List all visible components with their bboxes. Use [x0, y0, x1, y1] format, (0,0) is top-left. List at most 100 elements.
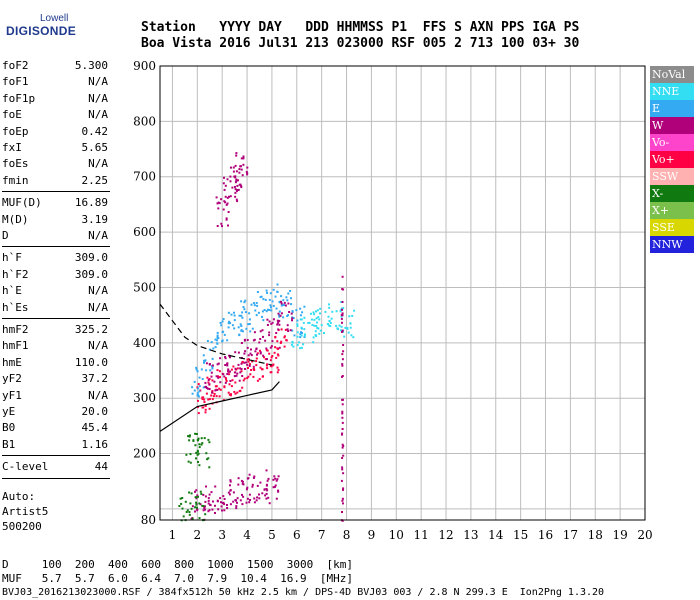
echo-point — [339, 309, 342, 312]
echo-point — [273, 475, 276, 478]
echo-point — [195, 433, 198, 435]
echo-point — [218, 387, 221, 390]
echo-point — [266, 367, 269, 370]
echo-point — [256, 484, 259, 487]
param-label: foEs — [2, 157, 29, 171]
echo-point — [249, 352, 252, 355]
echo-point — [211, 379, 214, 382]
echo-point — [227, 322, 230, 325]
echo-point — [275, 356, 278, 359]
echo-point — [256, 379, 259, 382]
logo-lowell: Lowell — [40, 13, 69, 24]
echo-point — [197, 395, 200, 398]
echo-point — [238, 333, 241, 336]
echo-point — [201, 396, 204, 399]
echo-point — [228, 354, 231, 357]
echo-point — [280, 328, 283, 331]
echo-point — [204, 495, 207, 498]
echo-point — [229, 479, 232, 482]
echo-point — [202, 509, 205, 512]
echo-point — [188, 439, 191, 442]
echo-point — [237, 363, 240, 366]
echo-point — [244, 350, 247, 353]
echo-point — [249, 499, 251, 501]
param-label: MUF(D) — [2, 196, 42, 210]
echo-point — [282, 316, 285, 319]
echo-point — [237, 351, 240, 354]
param-value: N/A — [88, 157, 108, 171]
echo-point — [234, 371, 237, 374]
echo-point — [238, 168, 241, 171]
x-tick-label: 12 — [438, 528, 453, 542]
echo-point — [194, 432, 197, 435]
echo-point — [225, 378, 228, 381]
echo-point — [240, 314, 243, 317]
y-tick-label: 300 — [133, 391, 156, 405]
echo-point — [226, 363, 228, 366]
echo-point — [216, 342, 219, 345]
echo-point — [239, 183, 242, 186]
echo-point — [232, 365, 235, 368]
echo-point — [237, 477, 240, 480]
echo-point — [205, 452, 208, 455]
echo-point — [220, 501, 222, 504]
echo-point — [274, 336, 277, 339]
param-row: yE 20.0 — [2, 404, 108, 420]
x-tick-label: 10 — [389, 528, 404, 542]
param-value: 110.0 — [74, 355, 108, 369]
echo-point — [263, 309, 266, 311]
echo-point — [196, 450, 199, 453]
echo-cluster — [204, 300, 294, 394]
param-row: D N/A — [2, 228, 108, 244]
echo-point — [223, 188, 226, 191]
echo-point — [283, 304, 285, 306]
echo-point — [265, 488, 268, 490]
echo-point — [240, 186, 243, 189]
echo-point — [204, 508, 207, 511]
echo-point — [285, 339, 288, 342]
echo-point — [250, 354, 253, 357]
param-value: 5.65 — [81, 141, 109, 154]
echo-point — [327, 315, 330, 318]
echo-point — [179, 497, 182, 500]
echo-point — [342, 307, 345, 310]
echo-point — [197, 495, 199, 498]
echo-point — [326, 323, 329, 325]
echo-point — [236, 391, 239, 394]
echo-point — [263, 488, 266, 491]
echo-point — [248, 501, 251, 504]
echo-point — [277, 321, 280, 324]
echo-point — [240, 368, 243, 370]
echo-point — [272, 288, 275, 291]
param-row: h`F2 309.0 — [2, 267, 108, 283]
y-tick-label: 500 — [133, 280, 156, 294]
echo-point — [182, 515, 185, 518]
echo-point — [235, 178, 238, 181]
echo-point — [263, 356, 265, 359]
echo-point — [187, 435, 190, 438]
echo-point — [205, 392, 208, 395]
echo-point — [295, 309, 298, 312]
echo-point — [255, 357, 258, 360]
echo-point — [241, 330, 244, 333]
echo-point — [264, 358, 267, 361]
echo-point — [313, 324, 316, 327]
param-value: N/A — [88, 229, 108, 242]
echo-point — [195, 451, 198, 454]
echo-point — [206, 376, 209, 379]
param-label: h`F — [2, 251, 22, 265]
echo-point — [268, 298, 271, 301]
echo-point — [215, 375, 218, 378]
echo-point — [201, 504, 204, 507]
echo-point — [240, 370, 243, 373]
echo-point — [276, 323, 279, 326]
echo-point — [353, 309, 356, 312]
echo-point — [248, 363, 251, 366]
echo-point — [351, 314, 354, 317]
echo-point — [340, 325, 343, 328]
echo-point — [291, 329, 294, 332]
echo-point — [338, 324, 341, 327]
param-row: foEp 0.42 — [2, 124, 108, 140]
param-label: M(D) — [2, 212, 29, 226]
param-value: N/A — [88, 284, 108, 298]
